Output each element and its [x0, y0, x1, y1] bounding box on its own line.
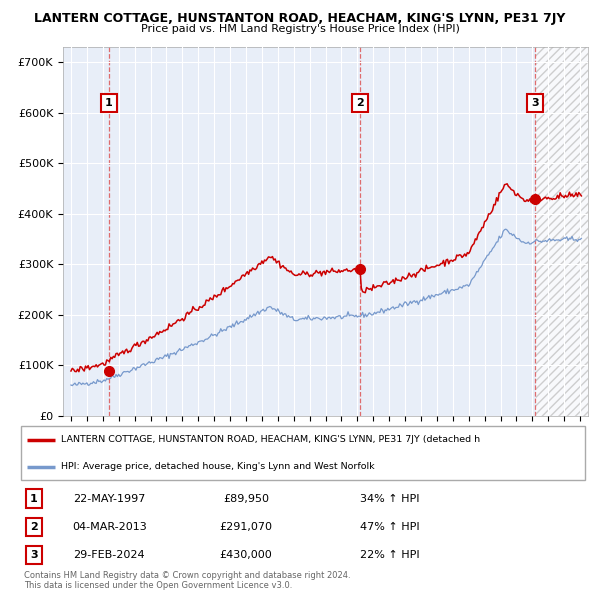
Text: 3: 3	[30, 550, 38, 560]
Text: £89,950: £89,950	[223, 494, 269, 504]
Text: 29-FEB-2024: 29-FEB-2024	[73, 550, 145, 560]
Text: £291,070: £291,070	[220, 522, 272, 532]
Text: 22% ↑ HPI: 22% ↑ HPI	[360, 550, 419, 560]
Text: Price paid vs. HM Land Registry's House Price Index (HPI): Price paid vs. HM Land Registry's House …	[140, 24, 460, 34]
Text: 47% ↑ HPI: 47% ↑ HPI	[360, 522, 419, 532]
Text: 1: 1	[105, 98, 113, 108]
Text: LANTERN COTTAGE, HUNSTANTON ROAD, HEACHAM, KING'S LYNN, PE31 7JY: LANTERN COTTAGE, HUNSTANTON ROAD, HEACHA…	[34, 12, 566, 25]
Text: 2: 2	[356, 98, 364, 108]
Text: 2: 2	[30, 522, 38, 532]
Text: £430,000: £430,000	[220, 550, 272, 560]
Text: Contains HM Land Registry data © Crown copyright and database right 2024.
This d: Contains HM Land Registry data © Crown c…	[24, 571, 350, 590]
FancyBboxPatch shape	[21, 426, 585, 480]
Text: 04-MAR-2013: 04-MAR-2013	[72, 522, 146, 532]
Text: HPI: Average price, detached house, King's Lynn and West Norfolk: HPI: Average price, detached house, King…	[61, 463, 374, 471]
Text: 22-MAY-1997: 22-MAY-1997	[73, 494, 145, 504]
Text: 3: 3	[531, 98, 539, 108]
Text: 34% ↑ HPI: 34% ↑ HPI	[360, 494, 419, 504]
Bar	[536, 47, 588, 416]
Text: 1: 1	[30, 494, 38, 504]
Text: LANTERN COTTAGE, HUNSTANTON ROAD, HEACHAM, KING'S LYNN, PE31 7JY (detached h: LANTERN COTTAGE, HUNSTANTON ROAD, HEACHA…	[61, 435, 480, 444]
